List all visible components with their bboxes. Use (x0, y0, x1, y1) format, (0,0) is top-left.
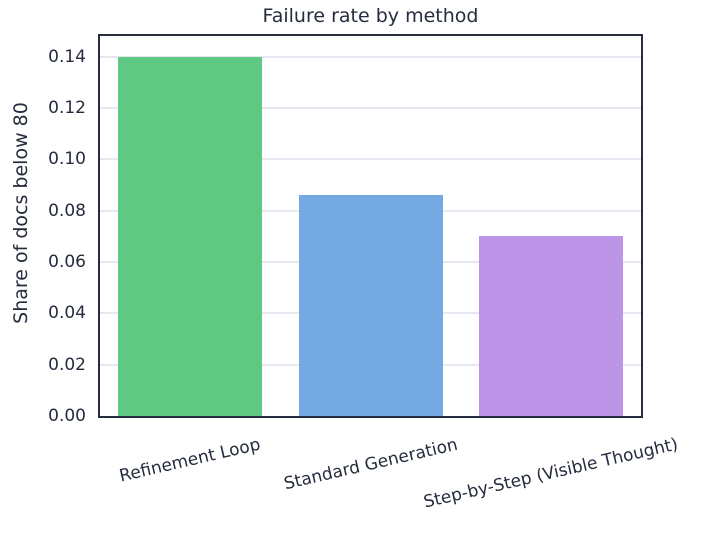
y-tick-label: 0.10 (48, 149, 86, 169)
gridline (100, 55, 641, 58)
bar (299, 195, 443, 416)
x-tick-label: Standard Generation (282, 434, 460, 495)
y-tick-label: 0.08 (48, 201, 86, 221)
y-tick-label: 0.02 (48, 355, 86, 375)
x-tick-label: Refinement Loop (117, 434, 263, 487)
y-tick-label: 0.12 (48, 98, 86, 118)
gridline (100, 106, 641, 109)
x-tick-label: Step-by-Step (Visible Thought) (421, 434, 681, 513)
bar (479, 236, 623, 416)
y-tick-label: 0.00 (48, 406, 86, 426)
plot-area (98, 34, 643, 418)
y-tick-label: 0.14 (48, 47, 86, 67)
y-tick-label: 0.06 (48, 252, 86, 272)
chart-title: Failure rate by method (262, 5, 479, 27)
y-tick-label: 0.04 (48, 303, 86, 323)
bar (118, 57, 262, 416)
gridline (100, 158, 641, 161)
